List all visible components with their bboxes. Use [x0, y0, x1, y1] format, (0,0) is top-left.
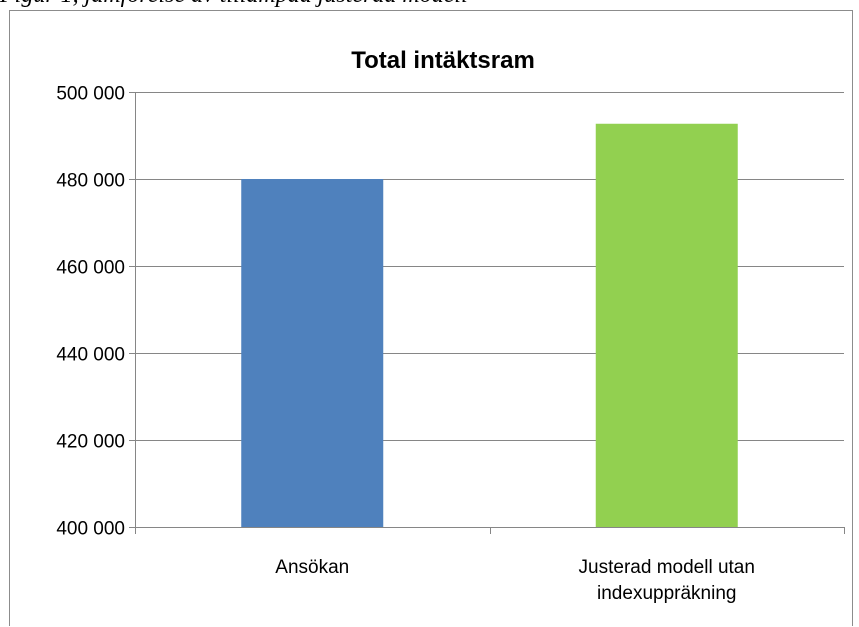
y-tick-label: 400 000 [56, 519, 125, 540]
x-category-label: Ansökan [275, 557, 349, 578]
axis-labels: 400 000 420 000 440 000 460 000 480 000 500 0… [56, 84, 755, 605]
bar [241, 179, 384, 527]
y-tick-label: 440 000 [56, 345, 125, 366]
y-tick-label: 460 000 [56, 258, 125, 279]
bars [241, 123, 738, 527]
axes [129, 92, 845, 534]
chart-frame: Total intäktsram 400 000 420 000 440 000 46… [9, 10, 853, 626]
bar-chart: Total intäktsram 400 000 420 000 440 000 46… [56, 47, 845, 605]
x-category-label: Justerad modell utan [579, 557, 755, 578]
y-tick-label: 500 000 [56, 84, 125, 105]
chart-title: Total intäktsram [351, 47, 535, 74]
bar [595, 123, 738, 527]
x-category-label: indexuppräkning [597, 583, 736, 604]
y-tick-label: 480 000 [56, 171, 125, 192]
y-tick-label: 420 000 [56, 432, 125, 453]
figure-caption: Figur 1, jämförelse av tillämpad justera… [0, 0, 859, 12]
